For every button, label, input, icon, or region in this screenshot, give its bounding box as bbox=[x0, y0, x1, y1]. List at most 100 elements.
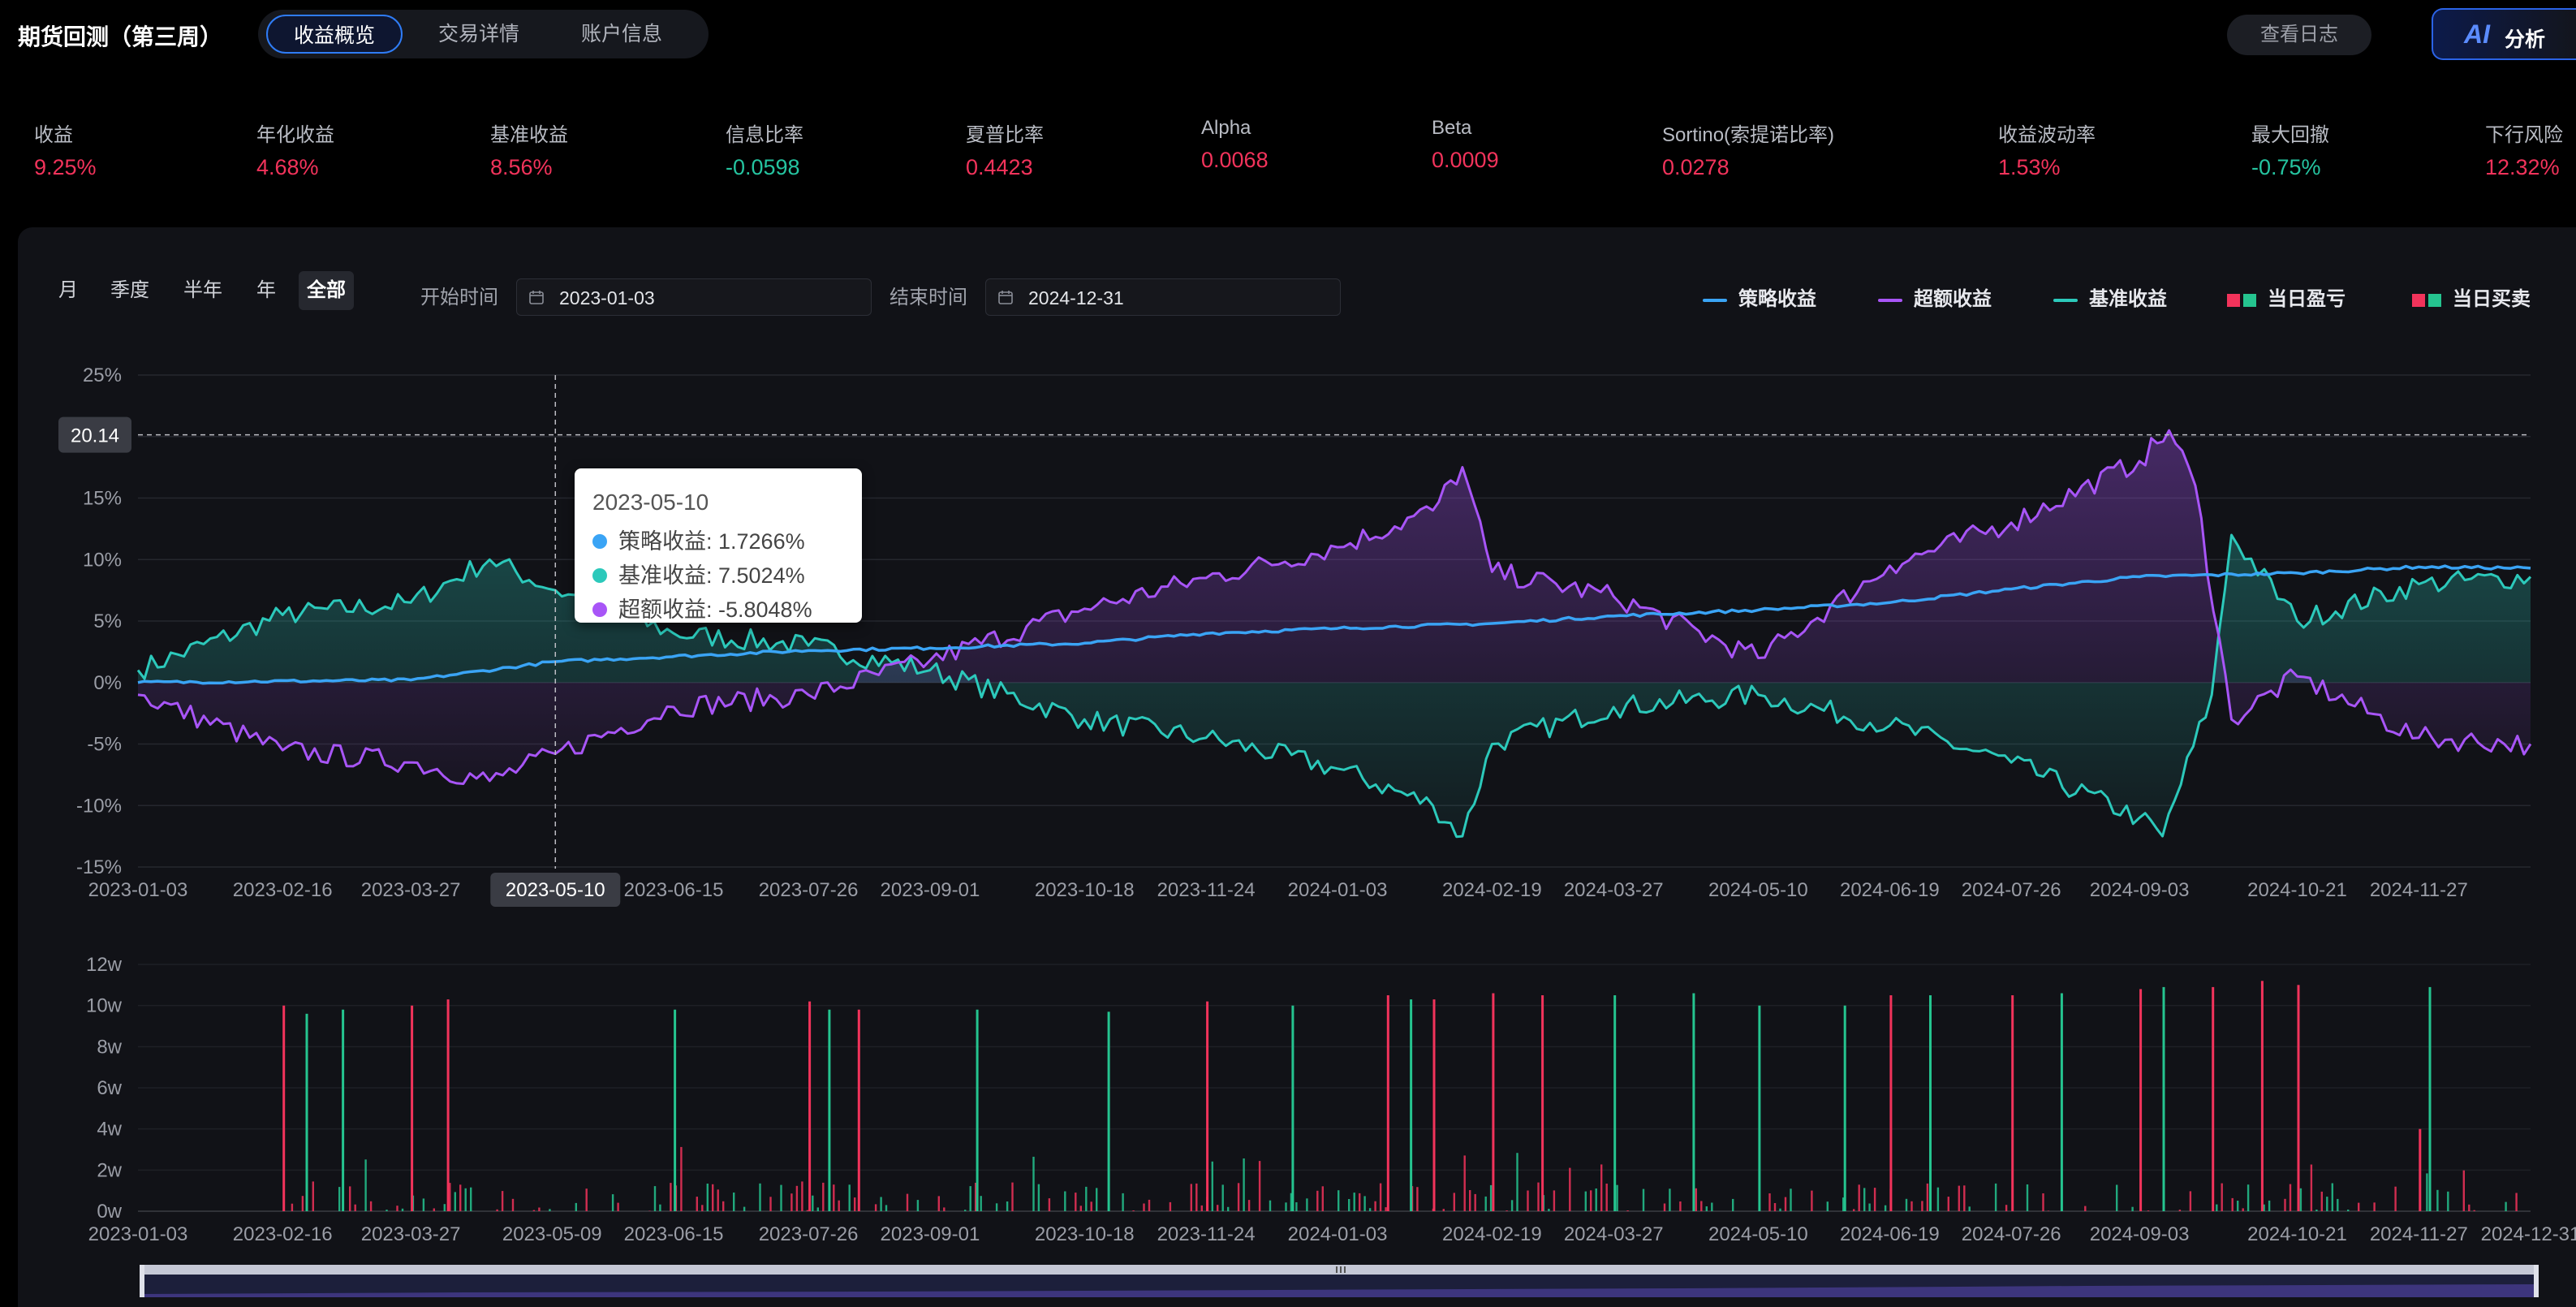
y-tick-label: 0% bbox=[93, 672, 122, 694]
volume-bar bbox=[1442, 1209, 1445, 1211]
volume-bar bbox=[1510, 1200, 1514, 1211]
volume-bar bbox=[1768, 1193, 1771, 1211]
volume-bar bbox=[1584, 1191, 1587, 1211]
tooltip-row-strategy: 策略收益: 1.7266% bbox=[592, 524, 805, 555]
volume-bar bbox=[1090, 1201, 1092, 1211]
pnl-bar bbox=[1432, 999, 1436, 1211]
zoom-slider[interactable] bbox=[140, 1262, 2539, 1299]
x-tick-label: 2023-03-27 bbox=[361, 879, 461, 901]
slider-right-handle[interactable] bbox=[2534, 1265, 2539, 1297]
slider-grip-icon[interactable] bbox=[1340, 1266, 1342, 1273]
x-tick-label: 2024-12-31 bbox=[2481, 1223, 2576, 1245]
volume-bar bbox=[1290, 1193, 1293, 1211]
ai-analysis-button[interactable]: AI 分析 bbox=[2432, 8, 2576, 60]
series-dot-icon bbox=[592, 533, 607, 549]
legend-benchmark-return[interactable]: 基准收益 bbox=[2053, 283, 2167, 311]
metric-value: 8.56% bbox=[490, 155, 553, 179]
period-year-button[interactable]: 年 bbox=[256, 279, 276, 301]
volume-bar bbox=[1379, 1183, 1382, 1211]
volume-bar bbox=[1868, 1203, 1871, 1211]
y-tick-label: 10% bbox=[83, 549, 122, 571]
legend-daily-pnl[interactable]: 当日盈亏 bbox=[2227, 283, 2346, 311]
y-tick-label: 0w bbox=[97, 1201, 122, 1223]
x-tick-label: 2023-05-09 bbox=[502, 1223, 602, 1245]
volume-bar bbox=[801, 1181, 803, 1211]
volume-bar bbox=[1132, 1210, 1135, 1211]
excess-return-line bbox=[137, 429, 2532, 785]
benchmark-return-area bbox=[138, 535, 2531, 837]
bar-chart-grid bbox=[138, 964, 2531, 1212]
metric-label: 收益 bbox=[34, 124, 73, 146]
view-log-button[interactable]: 查看日志 bbox=[2227, 15, 2371, 55]
metric-downside-risk: 下行风险 12.32% bbox=[2485, 119, 2563, 180]
period-half-year-button[interactable]: 半年 bbox=[183, 279, 222, 301]
excess-return-area bbox=[138, 430, 2531, 784]
volume-bar bbox=[1811, 1190, 1813, 1211]
volume-bar bbox=[459, 1184, 462, 1211]
volume-bar bbox=[1963, 1185, 1966, 1211]
volume-bar bbox=[706, 1184, 709, 1211]
metric-information-ratio: 信息比率 -0.0598 bbox=[726, 119, 803, 180]
volume-bar bbox=[1700, 1201, 1703, 1211]
legend-line-icon bbox=[1878, 298, 1902, 302]
volume-bar bbox=[1590, 1190, 1592, 1211]
end-date-input[interactable]: 2024-12-31 bbox=[985, 278, 1341, 316]
volume-bar bbox=[1321, 1186, 1324, 1211]
slider-left-handle[interactable] bbox=[140, 1265, 144, 1297]
volume-bar bbox=[916, 1200, 920, 1211]
volume-bar bbox=[1863, 1188, 1866, 1211]
metric-sortino-ratio: Sortino(索提诺比率) 0.0278 bbox=[1662, 119, 1834, 180]
tab-overview[interactable]: 收益概览 bbox=[266, 15, 403, 54]
slider-grip-icon[interactable] bbox=[1336, 1266, 1338, 1273]
tab-account-info[interactable]: 账户信息 bbox=[580, 23, 662, 45]
metric-alpha: Alpha 0.0068 bbox=[1201, 117, 1269, 173]
pnl-bar bbox=[446, 999, 450, 1211]
start-date-input[interactable]: 2023-01-03 bbox=[516, 278, 872, 316]
volume-bar bbox=[454, 1192, 456, 1211]
period-month-button[interactable]: 月 bbox=[58, 279, 78, 301]
slider-grip-icon[interactable] bbox=[1344, 1266, 1346, 1273]
volume-bar bbox=[1011, 1182, 1014, 1211]
slider-range-bar[interactable] bbox=[140, 1265, 2539, 1275]
volume-bar bbox=[2231, 1197, 2234, 1211]
volume-bar bbox=[1353, 1193, 1355, 1211]
slider-preview-area bbox=[140, 1284, 2539, 1297]
bar-chart-marks bbox=[282, 981, 2518, 1211]
volume-bar bbox=[780, 1184, 782, 1211]
volume-bar bbox=[769, 1197, 772, 1211]
period-quarter-button[interactable]: 季度 bbox=[110, 279, 149, 301]
volume-bar bbox=[795, 1185, 799, 1211]
volume-bar bbox=[1910, 1201, 1913, 1211]
legend-strategy-return[interactable]: 策略收益 bbox=[1703, 283, 1816, 311]
trade-bar bbox=[2428, 986, 2432, 1211]
volume-bar bbox=[2337, 1198, 2339, 1211]
volume-bar bbox=[1506, 1210, 1508, 1211]
volume-bar bbox=[2320, 1191, 2323, 1211]
crosshair-y-label: 20.14 bbox=[71, 425, 119, 447]
volume-bar bbox=[1385, 1207, 1387, 1211]
crosshair: 20.14 2023-05-10 bbox=[58, 375, 2531, 907]
trade-bar bbox=[2060, 993, 2063, 1211]
tab-trade-details[interactable]: 交易详情 bbox=[437, 23, 519, 45]
trade-bar bbox=[1613, 995, 1617, 1211]
start-date-label: 开始时间 bbox=[420, 287, 498, 308]
volume-bar bbox=[964, 1210, 967, 1211]
metric-annualized-return: 年化收益 4.68% bbox=[256, 119, 334, 180]
volume-bar bbox=[2263, 1204, 2265, 1211]
volume-bar bbox=[980, 1196, 982, 1211]
legend-daily-trades[interactable]: 当日买卖 bbox=[2412, 283, 2531, 311]
pnl-bar bbox=[1206, 1001, 1209, 1211]
volume-bar bbox=[722, 1201, 725, 1211]
line-chart-series bbox=[136, 429, 2532, 839]
volume-bar bbox=[464, 1188, 467, 1211]
trade-bar bbox=[342, 1009, 345, 1211]
y-tick-label: 4w bbox=[97, 1119, 122, 1141]
x-tick-label: 2024-11-27 bbox=[2370, 1223, 2468, 1245]
trade-bar bbox=[305, 1013, 308, 1211]
legend-square-icon bbox=[2227, 293, 2240, 307]
tooltip-date: 2023-05-10 bbox=[592, 490, 709, 515]
y-tick-label: 25% bbox=[83, 364, 122, 386]
legend-excess-return[interactable]: 超额收益 bbox=[1878, 283, 1992, 311]
period-all-button[interactable]: 全部 bbox=[299, 271, 354, 310]
